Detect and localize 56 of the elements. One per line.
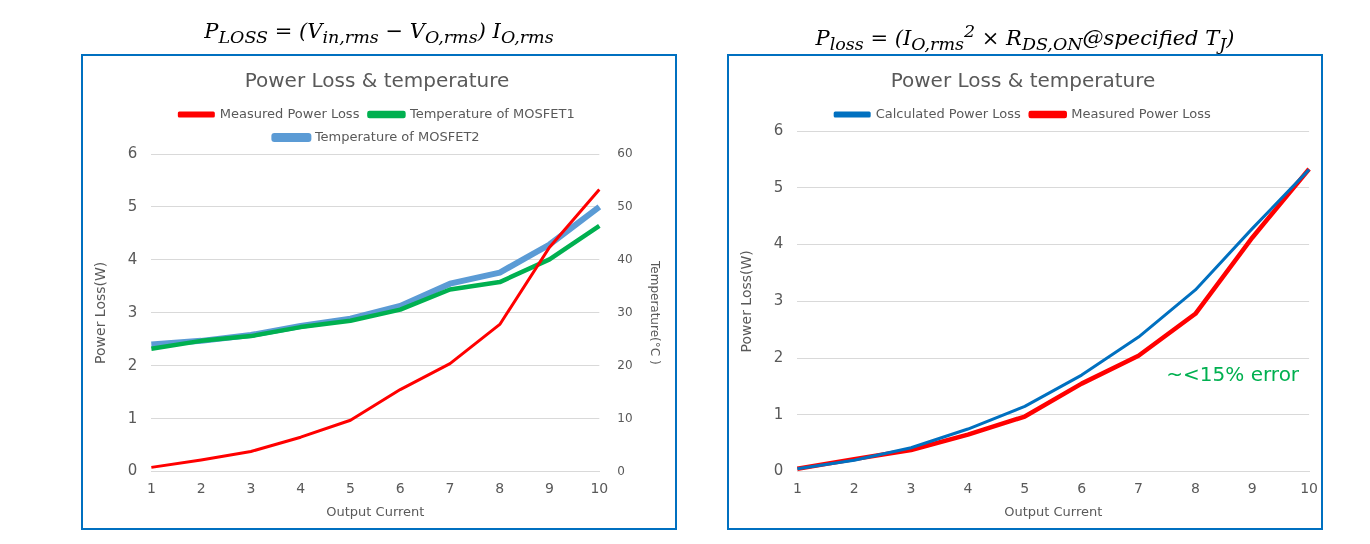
y-axis-title: Power Loss(W): [92, 261, 109, 364]
x-tick-label: 7: [445, 479, 455, 496]
y-tick-label: 2: [773, 347, 784, 366]
x-tick-label: 9: [545, 479, 555, 496]
y-tick-label: 0: [127, 461, 138, 480]
x-tick-label: 8: [1190, 479, 1200, 496]
x-tick-label: 10: [590, 479, 609, 496]
x-axis-title: Output Current: [1004, 503, 1103, 519]
x-tick-label: 5: [1020, 479, 1030, 496]
legend-label: Temperature of MOSFET2: [313, 128, 480, 144]
x-tick-label: 5: [345, 479, 355, 496]
y-tick-label: 2: [127, 355, 138, 374]
annotation: ~<15% error: [1166, 362, 1300, 387]
y-tick-label: 4: [127, 249, 138, 268]
x-tick-label: 1: [146, 479, 156, 496]
x-tick-label: 6: [395, 479, 405, 496]
y-tick-label: 0: [773, 461, 784, 480]
x-tick-label: 7: [1134, 479, 1143, 496]
y-tick-label: 5: [127, 196, 138, 215]
y2-tick-label: 40: [617, 251, 633, 266]
text: P$_{loss}$ = (I$_{O,rms}$$^{2}$ × R$_{DS,ON}$@specified T$_{J}$): [815, 21, 1235, 55]
x-tick-label: 3: [906, 479, 916, 496]
y2-tick-label: 50: [617, 199, 633, 214]
y-axis-title: Power Loss(W): [738, 250, 755, 353]
legend-label: Measured Power Loss: [219, 105, 360, 121]
y2-axis-title: Temperature(°C ): [647, 260, 662, 365]
y2-tick-label: 0: [617, 463, 625, 478]
y2-tick-label: 60: [617, 146, 633, 161]
chart-subtitle: P$_{LOSS}$ = (V$_{in,rms}$ − V$_{O,rms}$) I$_{O,rms}$: [204, 18, 554, 50]
chart-title: Power Loss & temperature: [890, 68, 1156, 93]
x-tick-label: 8: [495, 479, 505, 496]
x-tick-label: 10: [1300, 479, 1319, 496]
legend-label: Temperature of MOSFET1: [408, 105, 575, 121]
y-tick-label: 1: [773, 404, 784, 423]
legend-label: Measured Power Loss: [1071, 105, 1212, 121]
y-tick-label: 6: [773, 120, 784, 139]
y-tick-label: 3: [773, 291, 784, 310]
chart-title: Power Loss & temperature: [244, 68, 510, 93]
x-tick-label: 3: [246, 479, 256, 496]
y-tick-label: 1: [127, 408, 138, 427]
y2-tick-label: 10: [617, 410, 633, 425]
y2-tick-label: 30: [617, 304, 633, 319]
x-tick-label: 1: [792, 479, 802, 496]
y-tick-label: 3: [127, 302, 138, 321]
y-tick-label: 5: [773, 177, 784, 196]
y-tick-label: 6: [127, 143, 138, 162]
x-tick-label: 9: [1247, 479, 1257, 496]
x-tick-label: 6: [1077, 479, 1087, 496]
legend-label: Calculated Power Loss: [875, 105, 1021, 121]
y2-tick-label: 20: [617, 357, 633, 372]
x-axis-title: Output Current: [326, 503, 425, 519]
x-tick-label: 4: [296, 479, 306, 496]
x-tick-label: 2: [196, 479, 206, 496]
x-tick-label: 4: [963, 479, 973, 496]
x-tick-label: 2: [849, 479, 859, 496]
y-tick-label: 4: [773, 234, 784, 253]
